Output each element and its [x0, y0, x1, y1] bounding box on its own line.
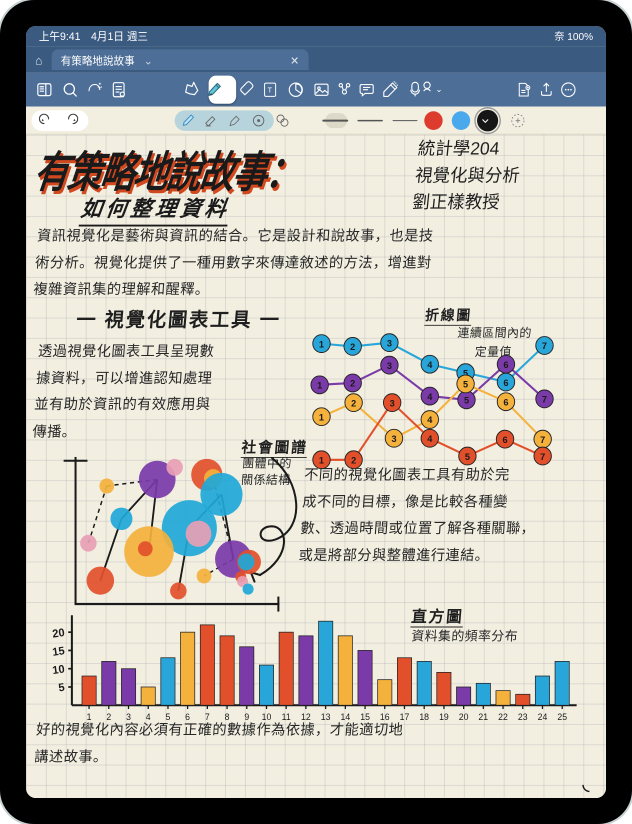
svg-text:4: 4	[427, 360, 433, 370]
svg-text:20: 20	[52, 627, 66, 641]
svg-text:7: 7	[540, 435, 545, 445]
svg-text:5: 5	[463, 380, 468, 390]
svg-text:2: 2	[351, 398, 356, 408]
svg-text:7: 7	[542, 395, 547, 405]
svg-text:4: 4	[427, 434, 433, 444]
svg-text:3: 3	[391, 434, 396, 444]
svg-text:3: 3	[387, 338, 392, 348]
svg-text:7: 7	[540, 452, 545, 462]
svg-text:6: 6	[503, 397, 508, 407]
svg-text:15: 15	[52, 645, 66, 659]
svg-text:1: 1	[317, 380, 322, 390]
svg-text:1: 1	[319, 412, 324, 422]
svg-text:2: 2	[350, 342, 355, 352]
svg-text:10: 10	[52, 663, 66, 677]
svg-text:1: 1	[319, 339, 324, 349]
svg-text:5: 5	[464, 395, 469, 405]
svg-text:T: T	[268, 85, 273, 94]
svg-text:4: 4	[427, 415, 433, 425]
svg-text:4: 4	[427, 392, 433, 402]
svg-text:6: 6	[503, 360, 508, 370]
svg-text:6: 6	[502, 435, 507, 445]
svg-text:6: 6	[503, 378, 508, 388]
svg-text:5: 5	[463, 368, 468, 378]
svg-text:3: 3	[390, 398, 395, 408]
svg-text:5: 5	[58, 682, 66, 695]
svg-text:3: 3	[387, 361, 392, 371]
svg-text:5: 5	[465, 452, 470, 462]
svg-text:2: 2	[350, 379, 355, 389]
